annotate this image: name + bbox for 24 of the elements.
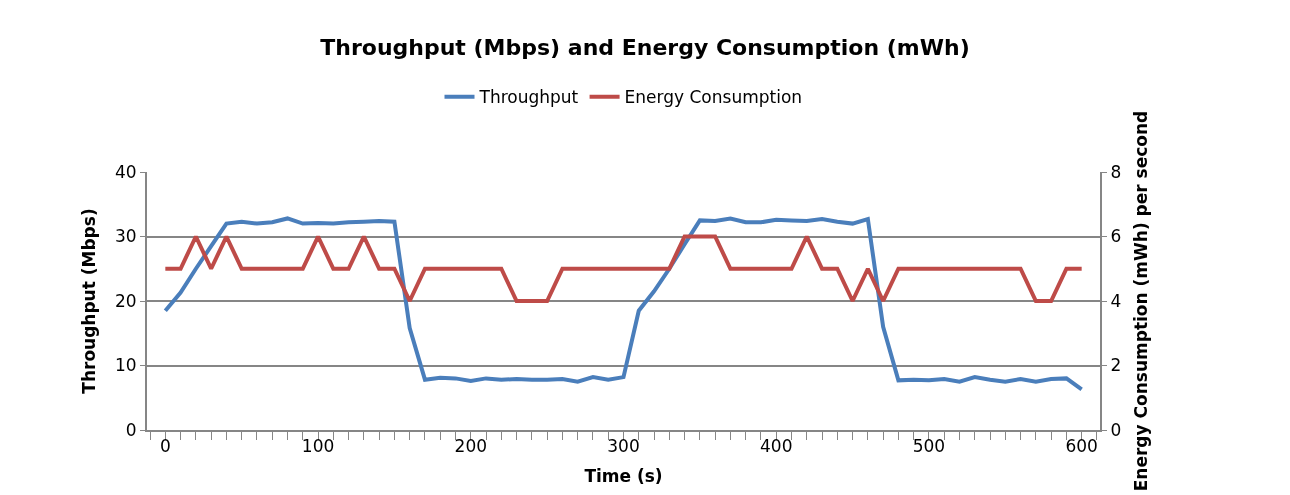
chart-title: Throughput (Mbps) and Energy Consumption (mWh) (320, 35, 970, 60)
x-tick-label: 600 (1065, 436, 1098, 457)
y2-tick-label: 0 (1110, 419, 1122, 440)
y-axis-title: Throughput (Mbps) (79, 208, 100, 394)
y-tick-label: 10 (114, 355, 137, 376)
y-tick-label: 0 (125, 419, 137, 440)
legend-label: Throughput (478, 87, 579, 108)
x-tick-label: 400 (759, 436, 793, 457)
y-tick-label: 40 (114, 161, 137, 182)
y-tick-label: 30 (114, 226, 137, 247)
y2-axis-title: Energy Consumption (mWh) per second (1131, 110, 1152, 492)
y2-tick-label: 4 (1110, 290, 1122, 311)
y2-tick-label: 6 (1110, 226, 1122, 247)
x-tick-label: 200 (454, 436, 488, 457)
legend-label: Energy Consumption (624, 87, 803, 108)
x-tick-label: 100 (301, 436, 335, 457)
x-tick-label: 500 (912, 436, 946, 457)
line-series (163, 216, 1084, 392)
y2-tick-label: 8 (1110, 161, 1122, 182)
y2-tick-label: 2 (1110, 355, 1122, 376)
y-tick-label: 20 (114, 290, 137, 311)
x-tick-label: 300 (607, 436, 640, 457)
x-tick-label: 0 (159, 436, 171, 457)
x-axis-title: Time (s) (584, 466, 663, 487)
